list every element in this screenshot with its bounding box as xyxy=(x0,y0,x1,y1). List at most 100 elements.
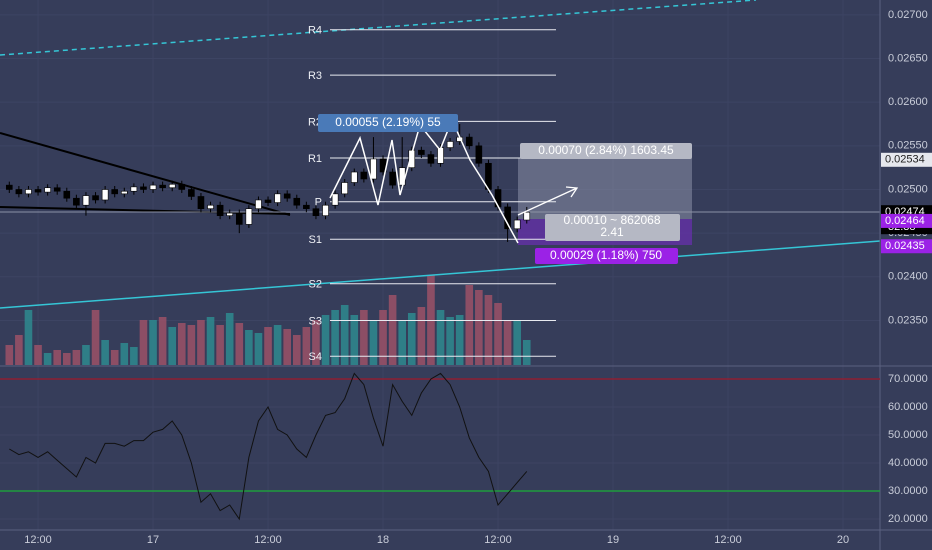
volume-bar xyxy=(120,343,129,365)
candle-body xyxy=(216,204,224,216)
y-tick-label: 0.02550 xyxy=(888,140,928,152)
position-label: 0.00010 ~ 862068 xyxy=(563,213,660,227)
candle-body xyxy=(283,193,291,199)
volume-bar xyxy=(321,315,330,365)
position-box xyxy=(545,214,680,241)
volume-bar xyxy=(379,310,387,365)
rsi xyxy=(0,372,880,521)
stop-box xyxy=(535,248,678,264)
x-tick-label: 17 xyxy=(147,534,159,546)
candle-body xyxy=(293,197,301,206)
axis: 0.02700 0.02650 0.02600 0.02550 0.02500 0.024… xyxy=(24,9,932,546)
pivot-label: S2 xyxy=(309,279,322,291)
x-tick-label: 18 xyxy=(377,534,389,546)
volume-bar xyxy=(149,320,157,365)
candle-body xyxy=(197,196,205,209)
candle-body xyxy=(303,204,310,209)
candle-body xyxy=(82,195,90,206)
annotations: 0.00055 (2.19%) 55 0.00070 (2.84%) 1603.… xyxy=(318,114,692,264)
volume-bar xyxy=(53,350,62,365)
y-tick-label: 50.0000 xyxy=(888,429,928,441)
pivot-label: S3 xyxy=(309,315,322,327)
candle-body xyxy=(504,206,511,230)
volume-bar xyxy=(455,315,464,365)
y-tick-label: 20.0000 xyxy=(888,513,928,525)
y-tick-label: 0.02350 xyxy=(888,314,928,326)
stop-label: 0.00029 (1.18%) 750 xyxy=(550,248,662,262)
candle-body xyxy=(370,158,377,180)
volume-bar xyxy=(283,329,292,365)
y-tick-label: 0.02650 xyxy=(888,52,928,64)
candle-body xyxy=(34,189,42,193)
candle-body xyxy=(226,212,234,216)
y-tick-label: 0.02700 xyxy=(888,9,928,21)
candle-body xyxy=(446,141,454,148)
x-tick-label: 12:00 xyxy=(254,534,282,546)
volume-bar xyxy=(15,335,23,365)
volume-bar xyxy=(158,317,167,365)
candle-body xyxy=(120,190,128,195)
candle-body xyxy=(245,208,253,225)
stop-price: 0.02464 xyxy=(885,215,925,227)
x-tick-label: 12:00 xyxy=(484,534,512,546)
y-tick-label: 40.0000 xyxy=(888,457,928,469)
candle-body xyxy=(312,208,320,216)
volume-bar xyxy=(465,285,474,365)
trend-line xyxy=(0,132,291,216)
position-label: 2.41 xyxy=(600,225,624,239)
stop-price-box xyxy=(881,239,932,254)
candle-body xyxy=(111,189,119,195)
candle-body xyxy=(149,184,157,190)
volume-bar xyxy=(292,335,301,365)
volume-bar xyxy=(177,323,186,365)
candle-body xyxy=(44,187,51,193)
volume-bar xyxy=(245,330,253,365)
volume-bar xyxy=(302,327,311,365)
volume-bar xyxy=(417,307,426,365)
volume-bar xyxy=(494,303,502,365)
volume-bar xyxy=(264,327,272,365)
volume-bar xyxy=(130,347,138,365)
candle-body xyxy=(235,212,243,225)
volume-bar xyxy=(369,320,378,365)
candle-body xyxy=(255,199,262,209)
volume-bar xyxy=(484,295,493,365)
volume-bar xyxy=(475,290,483,365)
range-box xyxy=(318,114,458,132)
candle-body xyxy=(331,193,339,206)
candle-body xyxy=(322,204,329,216)
candle-body xyxy=(513,219,521,230)
target-price-box xyxy=(881,152,932,167)
candle-body xyxy=(475,145,483,164)
arrow xyxy=(517,187,578,216)
drawing xyxy=(329,119,453,206)
y-tick-label: 0.02400 xyxy=(888,271,928,283)
volume-bar xyxy=(216,325,224,365)
candle-body xyxy=(159,184,166,189)
volume xyxy=(5,275,531,365)
target-box xyxy=(520,143,692,159)
candle-body xyxy=(418,149,425,155)
volume-bar xyxy=(254,333,263,365)
volume-bar xyxy=(197,320,205,365)
volume-bar xyxy=(407,313,416,365)
x-tick-label: 12:00 xyxy=(24,534,52,546)
target-price: 0.02534 xyxy=(885,154,925,166)
volume-bar xyxy=(24,310,33,365)
volume-bar xyxy=(446,317,454,365)
pivot-label: R3 xyxy=(308,70,322,82)
candle-body xyxy=(274,193,281,203)
volume-bar xyxy=(360,310,368,365)
candle-body xyxy=(140,186,147,190)
pivot-label: R4 xyxy=(308,25,322,37)
candle-body xyxy=(408,149,416,168)
candle-body xyxy=(101,189,109,201)
volume-bar xyxy=(436,310,445,365)
volume-bar xyxy=(503,320,512,365)
volume-bar xyxy=(388,295,397,365)
volume-bar xyxy=(91,310,100,365)
candle-body xyxy=(168,183,176,189)
candle-body xyxy=(264,199,272,203)
